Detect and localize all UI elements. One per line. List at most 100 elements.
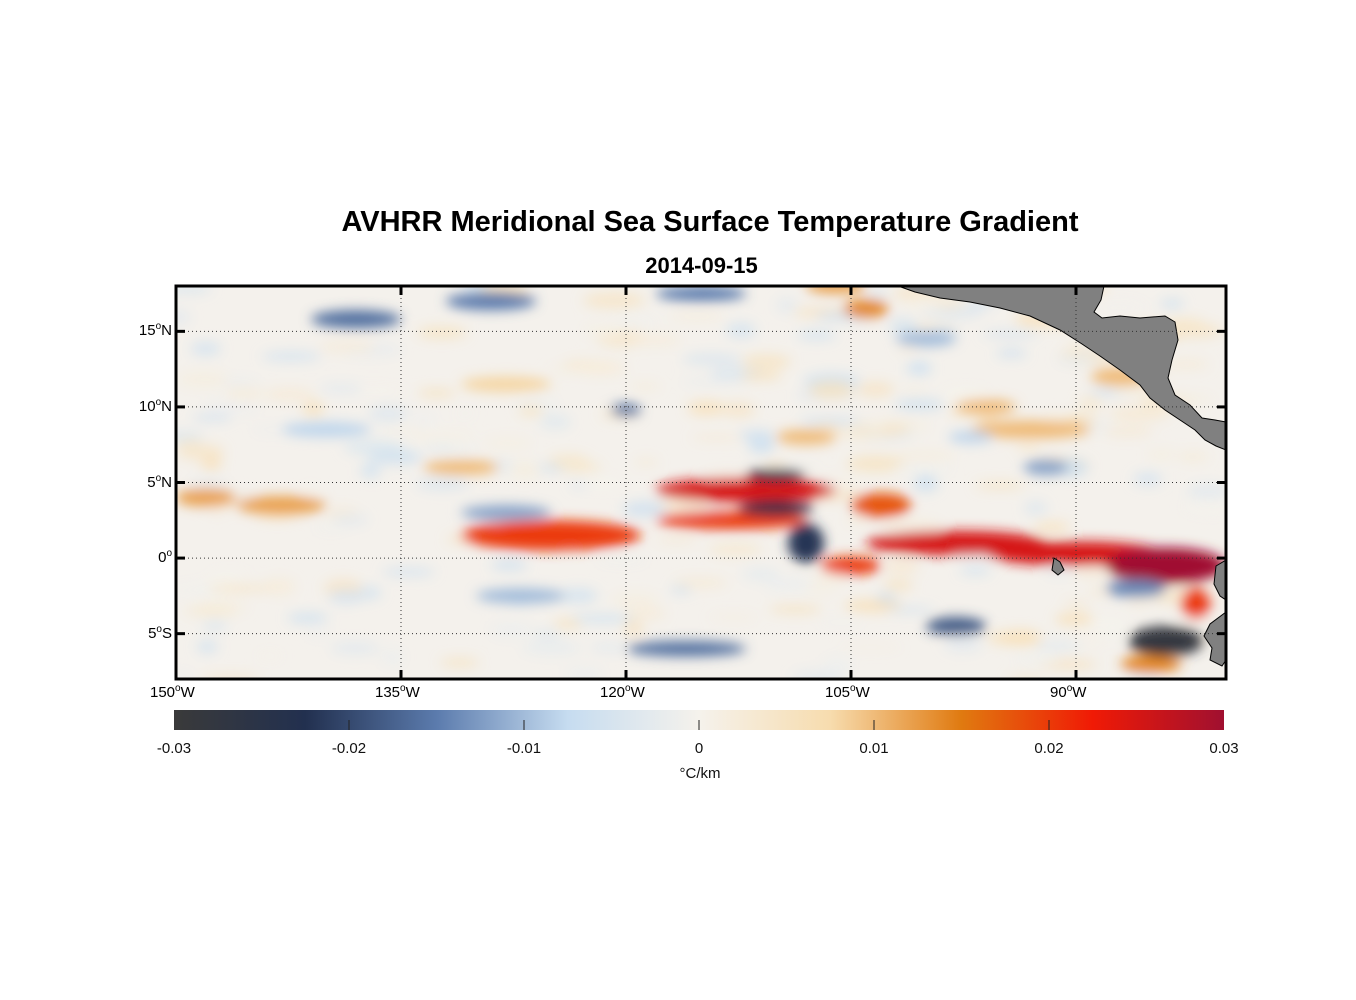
- noise-blob: [612, 593, 658, 609]
- noise-blob: [943, 636, 982, 653]
- noise-blob: [633, 458, 659, 467]
- noise-blob: [484, 436, 533, 450]
- noise-blob: [1177, 452, 1210, 462]
- noise-blob: [879, 423, 911, 435]
- colorbar-tick-label: 0: [694, 740, 704, 757]
- noise-blob: [845, 515, 869, 525]
- noise-blob: [522, 640, 582, 656]
- lon-tick-label: 150oW: [150, 683, 195, 701]
- cold-front-24: [926, 617, 986, 636]
- noise-blob: [846, 455, 907, 473]
- colorbar-tick-label: 0.03: [1209, 740, 1239, 757]
- noise-blob: [1104, 624, 1126, 641]
- noise-blob: [996, 349, 1027, 358]
- cold-front-29: [461, 505, 551, 521]
- noise-blob: [986, 631, 1043, 645]
- noise-blob: [411, 412, 436, 428]
- noise-blob: [656, 537, 698, 544]
- noise-blob: [559, 462, 603, 473]
- noise-blob: [1182, 497, 1226, 516]
- noise-blob: [558, 588, 598, 604]
- noise-blob: [936, 299, 966, 309]
- cold-front-25: [311, 310, 401, 329]
- noise-blob: [565, 666, 604, 679]
- noise-blob: [580, 476, 626, 492]
- noise-blob: [769, 605, 822, 614]
- noise-blob: [682, 353, 743, 365]
- noise-blob: [596, 555, 648, 565]
- noise-blob: [959, 567, 991, 575]
- warm-front-8: [236, 496, 326, 515]
- noise-blob: [263, 577, 296, 596]
- noise-blob: [691, 434, 742, 441]
- cold-front-22: [788, 523, 824, 563]
- map-title: AVHRR Meridional Sea Surface Temperature…: [341, 206, 1079, 238]
- noise-blob: [894, 398, 945, 411]
- cold-front-36: [1106, 579, 1166, 598]
- warm-front-19: [461, 376, 551, 392]
- noise-blob: [225, 387, 265, 400]
- colorbar-tick-label: -0.01: [506, 740, 542, 757]
- noise-blob: [888, 317, 919, 335]
- noise-blob: [1146, 450, 1176, 460]
- warm-front-2: [461, 520, 641, 551]
- noise-blob: [417, 388, 456, 398]
- noise-blob: [977, 415, 1000, 423]
- noise-blob: [192, 414, 233, 422]
- noise-blob: [314, 523, 347, 532]
- noise-blob: [417, 326, 467, 339]
- cold-front-28: [626, 641, 746, 657]
- noise-blob: [518, 405, 544, 416]
- noise-blob: [381, 567, 436, 577]
- noise-blob: [1133, 472, 1163, 486]
- noise-blob: [906, 361, 932, 375]
- cold-front-21: [738, 500, 814, 516]
- warm-front-9: [176, 488, 236, 507]
- central-america-landmass: [897, 286, 1226, 451]
- noise-blob: [941, 386, 990, 401]
- noise-blob: [176, 672, 193, 679]
- noise-blob: [328, 590, 363, 604]
- noise-blob: [1063, 600, 1091, 608]
- noise-blob: [709, 614, 758, 621]
- noise-blob: [176, 286, 213, 295]
- noise-blob: [302, 400, 325, 417]
- noise-blob: [903, 296, 950, 312]
- noise-blob: [490, 622, 532, 638]
- noise-blob: [553, 618, 583, 629]
- noise-blob: [196, 640, 218, 654]
- noise-blob: [208, 584, 272, 593]
- galapagos-island: [1051, 557, 1065, 576]
- noise-blob: [590, 642, 627, 653]
- noise-blob: [812, 572, 849, 585]
- colorbar-units-label: °C/km: [679, 765, 721, 782]
- cold-front-30: [476, 588, 566, 604]
- warm-front-5: [1106, 547, 1226, 584]
- noise-blob: [799, 417, 861, 425]
- noise-blob: [632, 333, 681, 346]
- noise-blob: [893, 462, 953, 475]
- noise-blob: [1127, 594, 1154, 607]
- noise-blob: [673, 578, 728, 588]
- cold-front-23: [1128, 626, 1204, 657]
- noise-blob: [1078, 396, 1103, 411]
- cold-front-20: [746, 468, 806, 481]
- noise-blob: [742, 567, 780, 581]
- noise-blob: [606, 315, 659, 328]
- lat-tick-label: 15oN: [138, 321, 172, 340]
- noise-blob: [1108, 406, 1171, 421]
- noise-blob: [571, 614, 636, 623]
- noise-blob: [791, 670, 846, 679]
- noise-blob: [1033, 521, 1071, 533]
- colorbar-tick-label: -0.02: [331, 740, 367, 757]
- warm-front-1: [656, 511, 806, 530]
- noise-blob: [380, 648, 404, 666]
- warm-front-13: [971, 420, 1091, 439]
- cold-front-27: [656, 286, 746, 302]
- noise-blob: [360, 463, 382, 479]
- lon-tick-label: 135oW: [375, 683, 420, 701]
- noise-blob: [412, 431, 474, 445]
- noise-blob: [190, 476, 227, 493]
- noise-blob: [776, 297, 798, 313]
